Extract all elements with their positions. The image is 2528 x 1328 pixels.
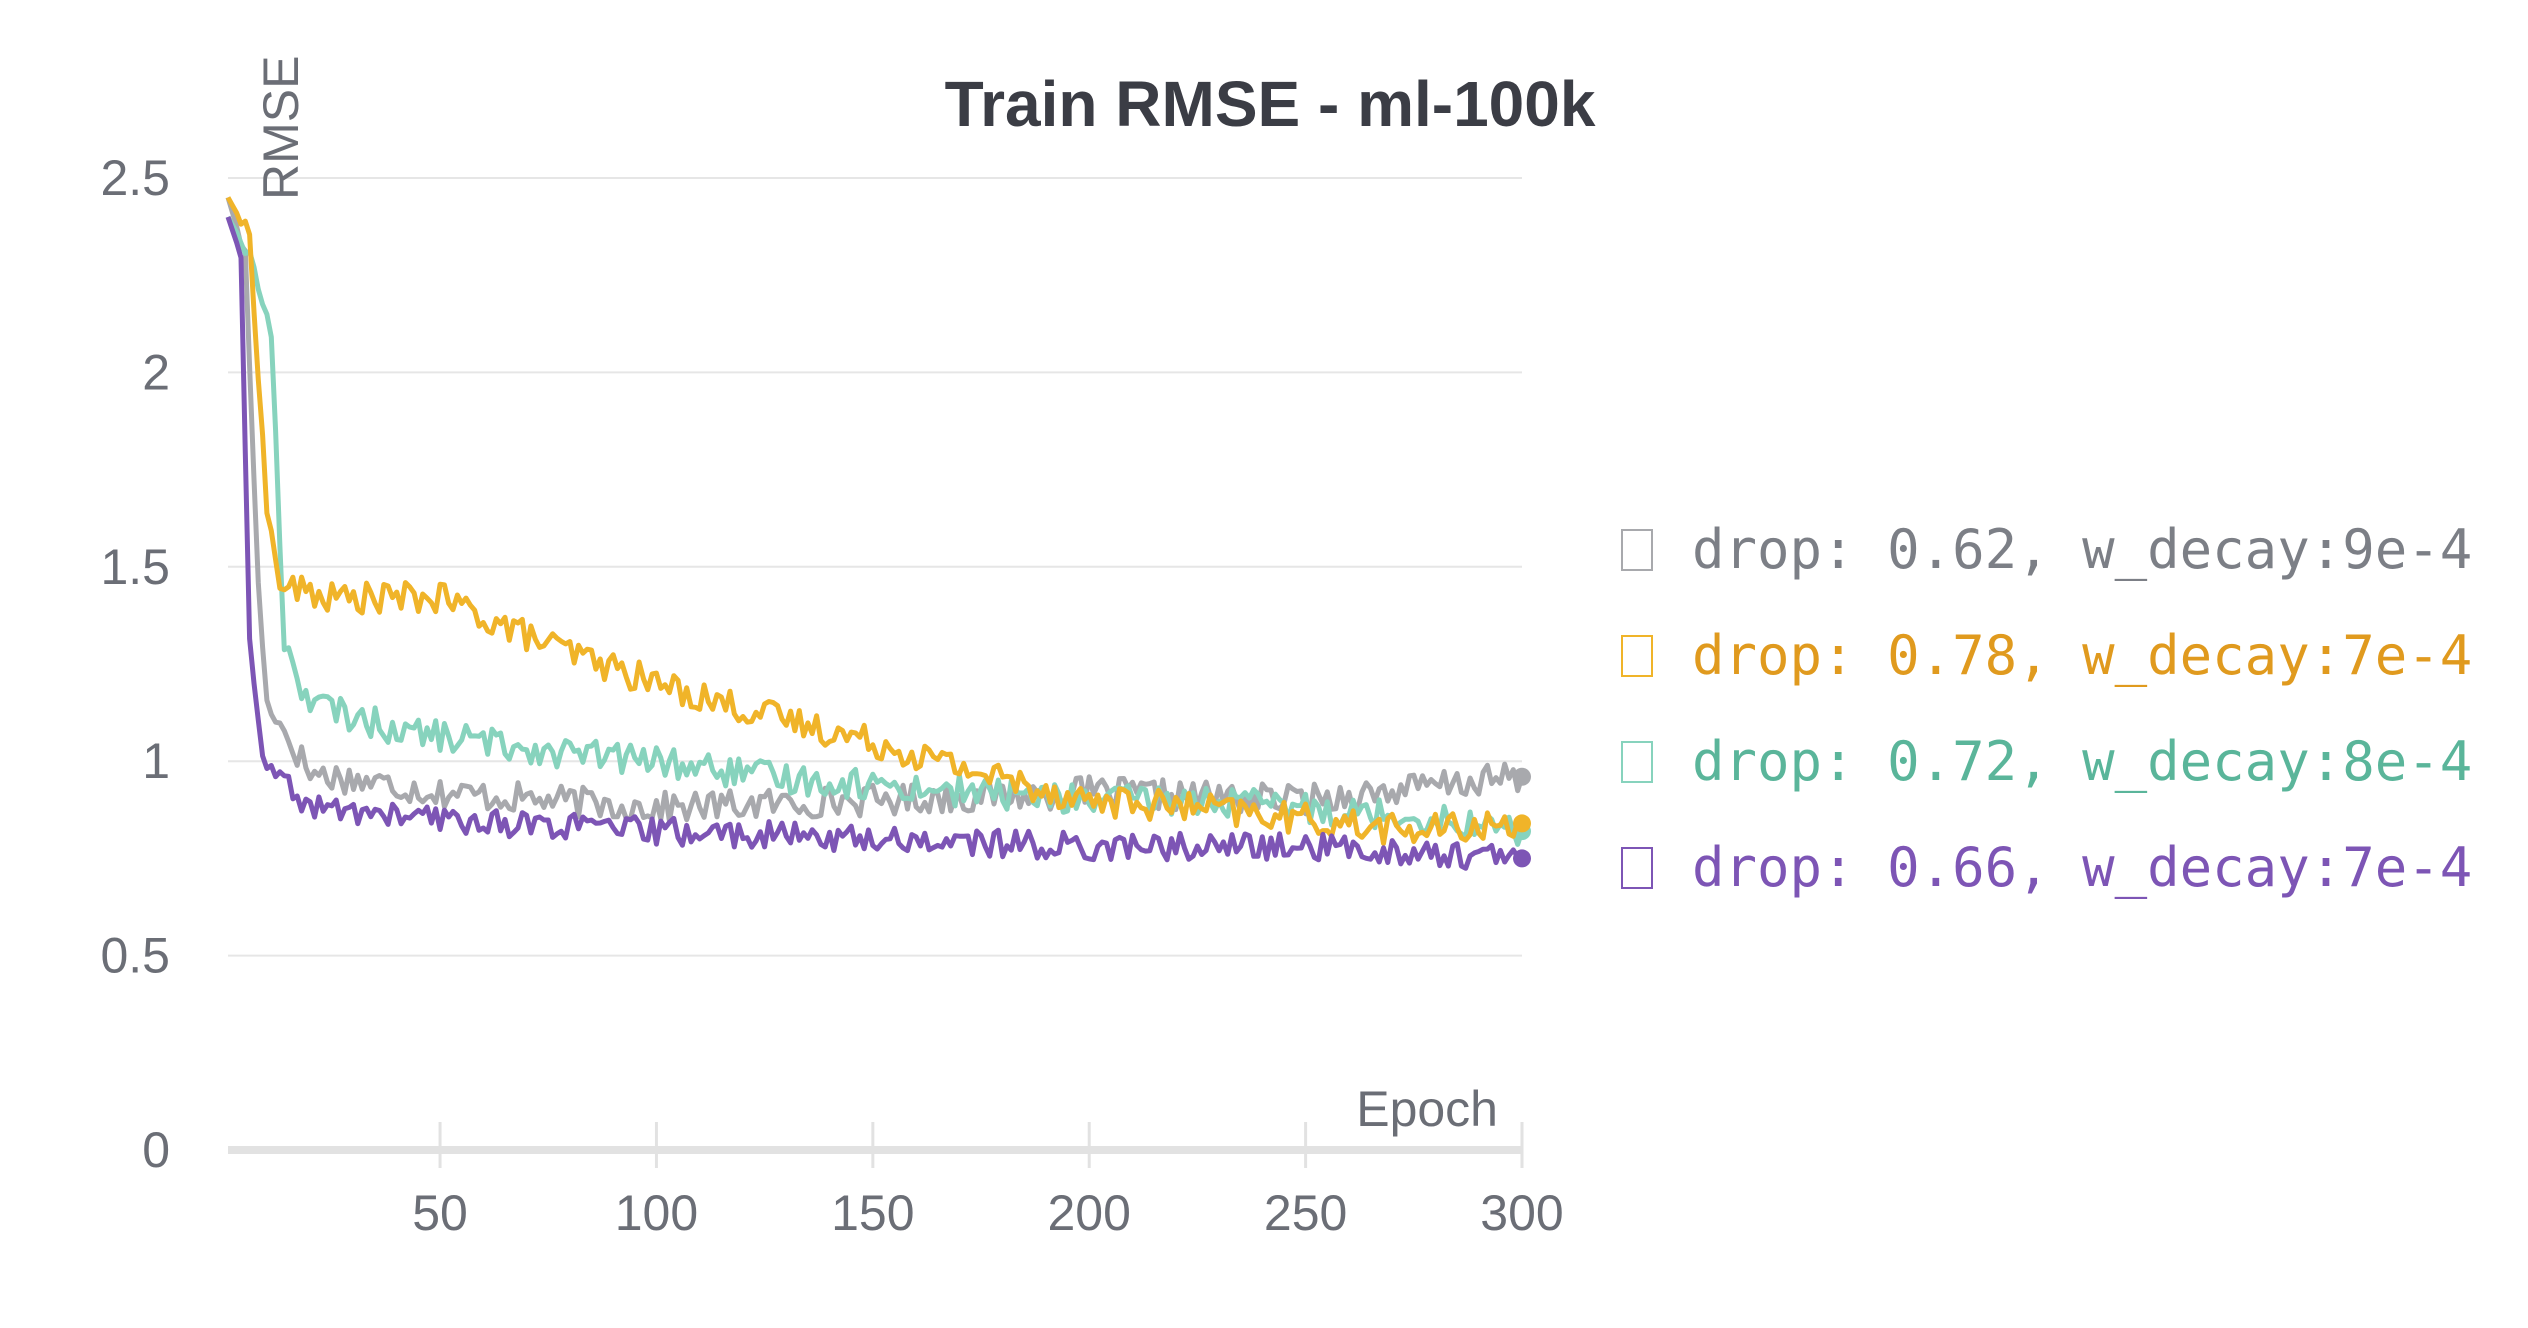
legend-swatch	[1621, 847, 1653, 889]
y-tick-label: 0.5	[100, 928, 170, 984]
legend-entry-label: drop: 0.72, w_decay:8e-4	[1692, 730, 2472, 793]
y-tick-label: 1.5	[100, 539, 170, 595]
x-tick-label: 50	[412, 1185, 468, 1241]
legend-swatch	[1621, 741, 1653, 783]
series-line	[225, 215, 1525, 847]
x-tick-label: 200	[1048, 1185, 1131, 1241]
x-tick-label: 150	[831, 1185, 914, 1241]
y-tick-label: 0	[142, 1122, 170, 1178]
y-tick-label: 1	[142, 733, 170, 789]
x-tick-label: 300	[1480, 1185, 1563, 1241]
x-tick-label: 250	[1264, 1185, 1347, 1241]
series-end-marker	[1513, 849, 1531, 868]
legend-entry-label: drop: 0.66, w_decay:7e-4	[1692, 836, 2472, 899]
series-end-marker	[1513, 814, 1531, 833]
series-line	[225, 196, 1523, 846]
y-tick-label: 2.5	[100, 150, 170, 206]
legend-swatch	[1621, 529, 1653, 571]
x-axis: 50 100 150 200 250 300	[228, 1122, 1564, 1241]
y-axis: 0 0.5 1 1.5 2 2.5	[100, 150, 170, 1178]
x-tick-label: 100	[615, 1185, 698, 1241]
legend-entry-label: drop: 0.78, w_decay:7e-4	[1692, 624, 2472, 687]
y-tick-label: 2	[142, 344, 170, 400]
y-axis-label: RMSE	[253, 56, 309, 200]
series-end-marker	[1513, 767, 1531, 786]
series-line	[225, 216, 1523, 871]
x-axis-label: Epoch	[1356, 1081, 1498, 1137]
legend-entry-label: drop: 0.62, w_decay:9e-4	[1692, 518, 2472, 581]
legend: drop: 0.62, w_decay:9e-4 drop: 0.78, w_de…	[1621, 518, 2472, 899]
series-lines	[225, 196, 1531, 871]
chart-title: Train RMSE - ml-100k	[945, 68, 1596, 140]
legend-swatch	[1621, 635, 1653, 677]
grid-lines	[228, 177, 1522, 957]
